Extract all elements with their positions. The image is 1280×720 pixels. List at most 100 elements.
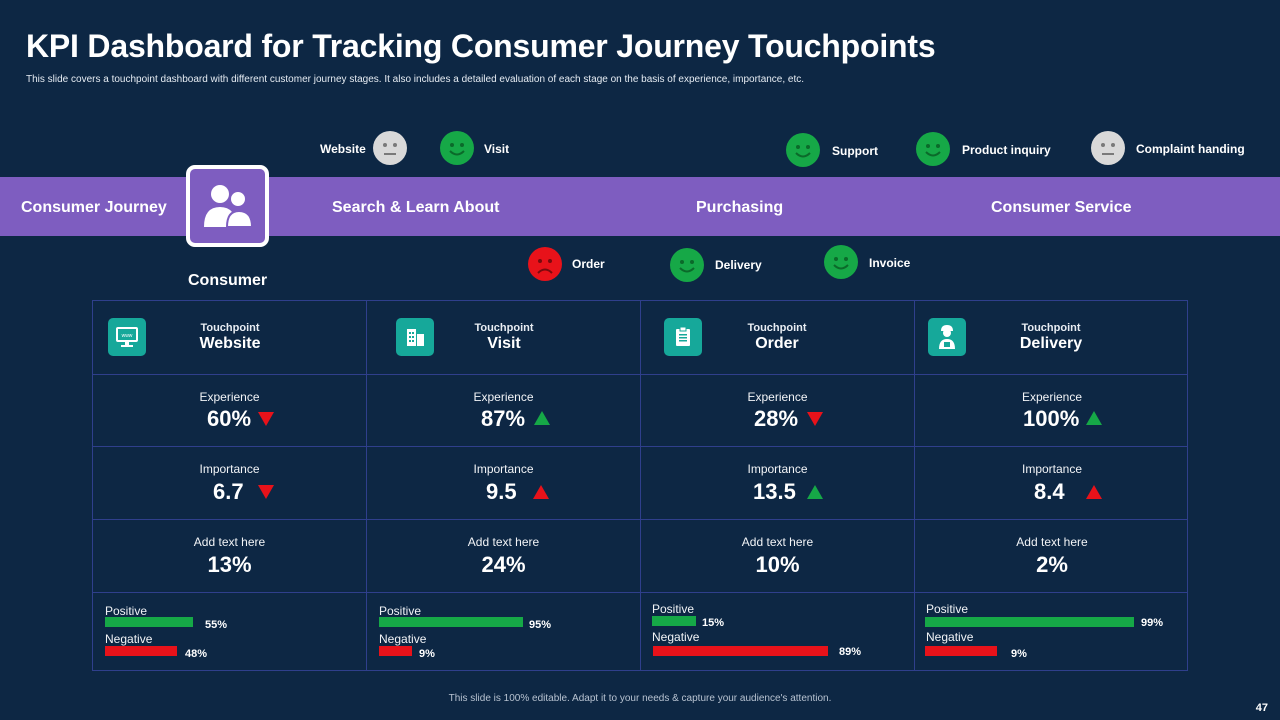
- negative-bar: [925, 646, 997, 656]
- negative-bar: [105, 646, 177, 656]
- importance-label: Importance: [747, 462, 808, 476]
- trend-down-arrow-icon: [807, 412, 823, 426]
- negative-pct: 48%: [185, 648, 208, 660]
- experience-label: Experience: [747, 390, 808, 404]
- happy-face-icon: [670, 248, 704, 282]
- negative-pct: 9%: [419, 648, 435, 660]
- importance-value: 13.5: [753, 479, 796, 504]
- face-label-complaint-handing: Complaint handing: [1136, 142, 1245, 156]
- importance-value: 8.4: [1034, 479, 1065, 504]
- band-label-consumer-service: Consumer Service: [991, 199, 1132, 216]
- experience-label: Experience: [473, 390, 534, 404]
- delivery-person-icon: [928, 318, 966, 356]
- extra-value: 13%: [207, 552, 252, 577]
- monitor-icon: www: [108, 318, 146, 356]
- experience-label: Experience: [199, 390, 260, 404]
- page-title: KPI Dashboard for Tracking Consumer Jour…: [26, 28, 936, 64]
- consumer-label: Consumer: [188, 272, 268, 289]
- importance-value: 6.7: [213, 479, 244, 504]
- kpi-grid: www Touchpoint Website Experience 60% Im…: [92, 300, 1188, 671]
- positive-pct: 55%: [205, 619, 228, 631]
- negative-pct: 89%: [839, 646, 862, 658]
- face-label-product-inquiry: Product inquiry: [962, 143, 1051, 157]
- importance-label: Importance: [1021, 462, 1083, 476]
- page-subtitle: This slide covers a touchpoint dashboard…: [26, 74, 805, 85]
- touchpoint-name: Visit: [487, 335, 521, 352]
- positive-label: Positive: [105, 604, 148, 618]
- negative-label: Negative: [926, 630, 974, 644]
- touchpoint-name: Website: [199, 335, 261, 352]
- positive-label: Positive: [379, 604, 422, 618]
- happy-face-icon: [440, 131, 474, 165]
- experience-value: 100%: [1023, 406, 1080, 431]
- footer-note: This slide is 100% editable. Adapt it to…: [448, 693, 832, 704]
- trend-up-arrow-icon: [1086, 485, 1102, 499]
- experience-label: Experience: [1021, 390, 1083, 404]
- positive-bar: [379, 617, 523, 627]
- importance-value: 9.5: [486, 479, 517, 504]
- positive-pct: 15%: [702, 617, 725, 629]
- trend-up-arrow-icon: [807, 485, 823, 499]
- trend-down-arrow-icon: [258, 485, 274, 499]
- face-label-delivery: Delivery: [715, 258, 762, 272]
- extra-label: Add text here: [741, 535, 814, 549]
- experience-value: 28%: [754, 406, 799, 431]
- negative-bar: [379, 646, 412, 656]
- extra-value: 10%: [755, 552, 800, 577]
- negative-pct: 9%: [1011, 648, 1027, 660]
- positive-bar: [652, 616, 696, 626]
- positive-pct: 99%: [1141, 617, 1164, 629]
- importance-label: Importance: [473, 462, 534, 476]
- extra-label: Add text here: [193, 535, 266, 549]
- negative-bar: [653, 646, 828, 656]
- trend-down-arrow-icon: [258, 412, 274, 426]
- band-label-search-learn: Search & Learn About: [332, 199, 500, 216]
- importance-label: Importance: [199, 462, 260, 476]
- touchpoint-small-label: Touchpoint: [474, 322, 534, 334]
- positive-label: Positive: [926, 602, 969, 616]
- touchpoint-column-website: www Touchpoint Website Experience 60% Im…: [93, 301, 367, 670]
- positive-label: Positive: [652, 602, 695, 616]
- trend-up-arrow-icon: [1086, 411, 1102, 425]
- face-label-visit: Visit: [484, 142, 510, 156]
- negative-label: Negative: [652, 630, 700, 644]
- extra-label: Add text here: [467, 535, 540, 549]
- touchpoint-name: Order: [755, 335, 799, 352]
- extra-value: 2%: [1036, 552, 1068, 577]
- happy-face-icon: [786, 133, 820, 167]
- happy-face-icon: [824, 245, 858, 279]
- touchpoint-name: Delivery: [1019, 335, 1083, 352]
- face-label-support: Support: [832, 144, 878, 158]
- band-label-consumer-journey: Consumer Journey: [21, 199, 167, 216]
- positive-bar: [105, 617, 193, 627]
- positive-pct: 95%: [529, 619, 552, 631]
- negative-label: Negative: [105, 632, 153, 646]
- trend-up-arrow-icon: [534, 411, 550, 425]
- sad-face-icon: [528, 247, 562, 281]
- neutral-face-icon: [373, 131, 407, 165]
- clipboard-icon: [664, 318, 702, 356]
- building-icon: [396, 318, 434, 356]
- face-label-invoice: Invoice: [869, 256, 911, 270]
- negative-label: Negative: [379, 632, 427, 646]
- touchpoint-small-label: Touchpoint: [1021, 322, 1081, 334]
- face-label-order: Order: [572, 257, 605, 271]
- neutral-face-icon: [1091, 131, 1125, 165]
- touchpoint-small-label: Touchpoint: [200, 322, 260, 334]
- happy-face-icon: [916, 132, 950, 166]
- extra-label: Add text here: [1016, 535, 1088, 549]
- extra-value: 24%: [481, 552, 526, 577]
- touchpoint-column-order: Touchpoint Order Experience 28% Importan…: [641, 301, 915, 670]
- experience-value: 87%: [481, 406, 526, 431]
- face-label-website: Website: [320, 142, 366, 156]
- page-number: 47: [1255, 702, 1268, 714]
- touchpoint-small-label: Touchpoint: [747, 322, 807, 334]
- trend-up-arrow-icon: [533, 485, 549, 499]
- consumer-users-icon: [186, 165, 269, 247]
- experience-value: 60%: [207, 406, 252, 431]
- svg-text:www: www: [122, 333, 133, 339]
- touchpoint-column-visit: Touchpoint Visit Experience 87% Importan…: [367, 301, 641, 670]
- touchpoint-column-delivery: Touchpoint Delivery Experience 100% Impo…: [915, 301, 1189, 670]
- band-label-purchasing: Purchasing: [696, 199, 784, 216]
- positive-bar: [925, 617, 1134, 627]
